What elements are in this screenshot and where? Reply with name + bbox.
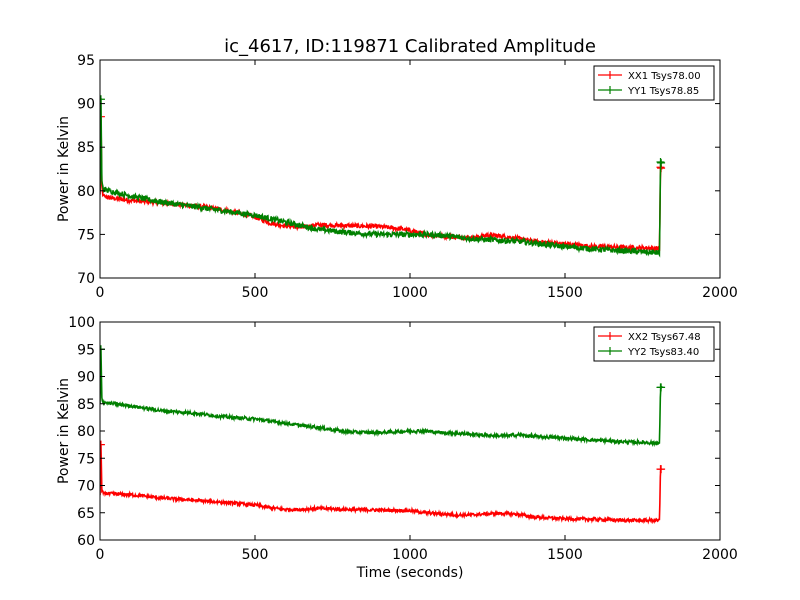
- series-1-line: [100, 112, 666, 253]
- chart-title: ic_4617, ID:119871 Calibrated Amplitude: [224, 36, 596, 57]
- x-tick-label: 1500: [547, 285, 583, 301]
- y-tick-label: 60: [77, 533, 95, 549]
- legend-box: [593, 65, 715, 101]
- series-2-trace: [100, 98, 663, 258]
- x-tick-label: 2000: [702, 285, 738, 301]
- legend: XX2 Tsys67.48 YY2 Tsys83.40: [593, 326, 715, 362]
- x-tick-label: 1500: [547, 547, 583, 563]
- y-tick-label: 75: [77, 227, 95, 243]
- series-1-line: [100, 440, 666, 525]
- legend-label: XX1 Tsys78.00: [628, 71, 701, 82]
- y-tick-label: 75: [77, 451, 95, 467]
- y-tick-label: 65: [77, 506, 95, 522]
- series-2-marker-2: [656, 158, 665, 167]
- chart-panel-2: 0 500 1000 1500 2000 60 65 70 75 80 85 90 95 100 Power…: [56, 315, 738, 581]
- x-tick-label: 500: [242, 547, 269, 563]
- series-1-marker-3: [657, 465, 666, 474]
- y-tick-label: 90: [77, 370, 95, 386]
- series-2-marker-1: [100, 95, 105, 104]
- series-2-trace: [100, 348, 663, 448]
- series-2-line: [100, 95, 666, 258]
- y-tick-label: 95: [77, 53, 95, 69]
- x-tick-label: 1000: [392, 547, 428, 563]
- series-2-marker-3: [657, 383, 666, 392]
- series-1-trace: [100, 444, 663, 525]
- legend-item-2: YY2 Tsys83.40: [598, 347, 699, 358]
- x-tick-label: 0: [96, 285, 105, 301]
- y-tick-label: 95: [77, 342, 95, 358]
- y-axis-label: Power in Kelvin: [56, 116, 72, 222]
- legend-label: YY2 Tsys83.40: [627, 347, 699, 358]
- y-axis-label: Power in Kelvin: [56, 378, 72, 484]
- y-tick-label: 80: [77, 424, 95, 440]
- legend-label: XX2 Tsys67.48: [628, 332, 701, 343]
- legend-item-2: YY1 Tsys78.85: [598, 86, 699, 97]
- x-tick-label: 1000: [392, 285, 428, 301]
- y-tick-label: 70: [77, 271, 95, 287]
- x-tick-label: 0: [96, 547, 105, 563]
- legend-item-1: XX1 Tsys78.00: [598, 71, 701, 82]
- x-tick-label: 500: [242, 285, 269, 301]
- series-2-marker-3: [657, 158, 666, 167]
- legend-box: [593, 326, 715, 362]
- series-1-marker-1: [100, 440, 105, 449]
- y-tick-label: 80: [77, 184, 95, 200]
- y-tick-label: 85: [77, 397, 95, 413]
- legend-label: YY1 Tsys78.85: [627, 86, 699, 97]
- y-tick-label: 90: [77, 97, 95, 113]
- y-tick-label: 70: [77, 479, 95, 495]
- x-tick-label: 2000: [702, 547, 738, 563]
- legend: XX1 Tsys78.00 YY1 Tsys78.85: [593, 65, 715, 101]
- x-axis-label: Time (seconds): [356, 565, 464, 581]
- legend-item-1: XX2 Tsys67.48: [598, 332, 701, 343]
- y-tick-label: 85: [77, 140, 95, 156]
- series-1-trace: [100, 116, 663, 253]
- y-tick-label: 100: [68, 315, 95, 331]
- series-2-line: [100, 345, 666, 448]
- chart-panel-1: 0 500 1000 1500 2000 70 75 80 85 90 95 ic_4617, ID:…: [56, 36, 738, 301]
